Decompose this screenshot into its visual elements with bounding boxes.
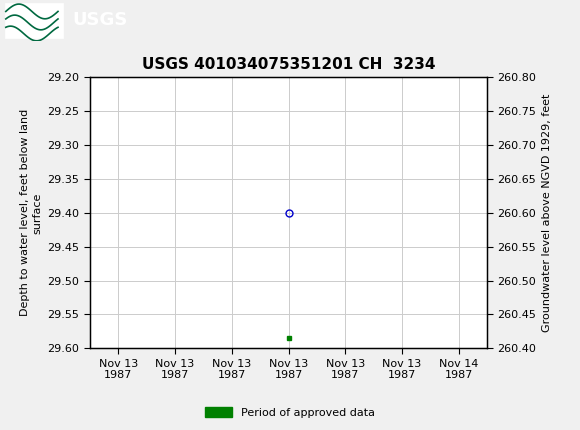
FancyBboxPatch shape — [5, 3, 63, 37]
Text: USGS: USGS — [72, 12, 128, 29]
Y-axis label: Depth to water level, feet below land
surface: Depth to water level, feet below land su… — [20, 109, 42, 316]
Y-axis label: Groundwater level above NGVD 1929, feet: Groundwater level above NGVD 1929, feet — [542, 94, 552, 332]
Legend: Period of approved data: Period of approved data — [200, 403, 380, 422]
Title: USGS 401034075351201 CH  3234: USGS 401034075351201 CH 3234 — [142, 57, 436, 72]
